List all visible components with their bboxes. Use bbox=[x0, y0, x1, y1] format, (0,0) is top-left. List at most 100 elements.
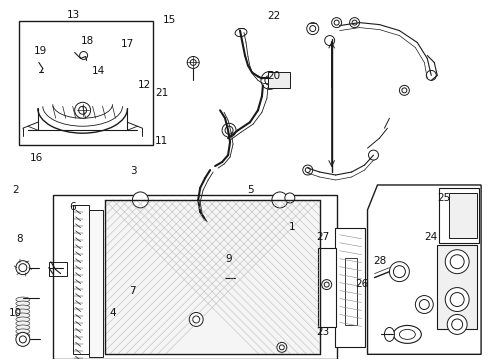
Circle shape bbox=[449, 255, 463, 269]
Bar bbox=[73, 205, 88, 354]
Circle shape bbox=[302, 165, 312, 175]
Bar bbox=[438, 188, 478, 243]
Circle shape bbox=[309, 26, 315, 32]
Bar bbox=[267, 72, 289, 88]
Ellipse shape bbox=[16, 317, 30, 322]
Circle shape bbox=[271, 192, 287, 208]
Ellipse shape bbox=[16, 313, 30, 318]
Text: 13: 13 bbox=[66, 10, 80, 20]
Text: 17: 17 bbox=[121, 39, 134, 49]
Circle shape bbox=[399, 85, 408, 95]
Text: 21: 21 bbox=[155, 88, 168, 98]
Ellipse shape bbox=[16, 297, 30, 302]
Bar bbox=[53, 195, 336, 359]
Text: 28: 28 bbox=[372, 256, 386, 266]
Text: 9: 9 bbox=[225, 254, 232, 264]
Circle shape bbox=[333, 20, 339, 25]
Text: 12: 12 bbox=[138, 80, 151, 90]
Text: 6: 6 bbox=[70, 202, 76, 212]
Circle shape bbox=[414, 296, 432, 314]
Bar bbox=[448, 193, 476, 238]
Circle shape bbox=[388, 262, 408, 282]
Ellipse shape bbox=[393, 325, 421, 343]
Text: 19: 19 bbox=[34, 46, 47, 56]
Circle shape bbox=[16, 332, 30, 346]
Circle shape bbox=[401, 88, 406, 93]
Circle shape bbox=[324, 282, 328, 287]
Circle shape bbox=[306, 23, 318, 35]
Circle shape bbox=[444, 250, 468, 274]
Bar bbox=[19, 21, 153, 145]
Circle shape bbox=[80, 51, 87, 59]
Circle shape bbox=[214, 274, 222, 282]
Text: 2: 2 bbox=[12, 185, 19, 195]
Circle shape bbox=[351, 20, 356, 25]
Circle shape bbox=[451, 319, 462, 330]
Ellipse shape bbox=[16, 301, 30, 306]
Circle shape bbox=[393, 266, 405, 278]
Circle shape bbox=[285, 193, 294, 203]
Ellipse shape bbox=[16, 325, 30, 330]
Bar bbox=[104, 200, 319, 354]
Ellipse shape bbox=[16, 309, 30, 314]
Circle shape bbox=[368, 150, 378, 160]
Text: 27: 27 bbox=[315, 232, 328, 242]
Ellipse shape bbox=[235, 28, 246, 37]
Bar bbox=[317, 248, 335, 328]
Circle shape bbox=[20, 336, 26, 343]
Ellipse shape bbox=[16, 321, 30, 326]
Circle shape bbox=[279, 345, 284, 350]
Circle shape bbox=[19, 264, 27, 272]
Circle shape bbox=[331, 18, 341, 28]
Circle shape bbox=[187, 57, 199, 68]
Circle shape bbox=[349, 18, 359, 28]
Circle shape bbox=[79, 106, 86, 114]
Circle shape bbox=[447, 315, 466, 334]
Text: 4: 4 bbox=[109, 308, 116, 318]
Text: 5: 5 bbox=[247, 185, 254, 195]
Circle shape bbox=[211, 271, 224, 285]
Ellipse shape bbox=[16, 329, 30, 334]
Bar bbox=[334, 228, 364, 347]
Circle shape bbox=[264, 75, 274, 85]
Circle shape bbox=[222, 123, 236, 137]
Text: 7: 7 bbox=[129, 286, 136, 296]
Circle shape bbox=[324, 36, 334, 45]
Ellipse shape bbox=[384, 328, 394, 341]
Text: 8: 8 bbox=[16, 234, 23, 244]
Circle shape bbox=[419, 300, 428, 310]
Text: 23: 23 bbox=[315, 327, 328, 337]
Circle shape bbox=[190, 59, 196, 66]
Text: 22: 22 bbox=[266, 11, 280, 21]
Text: 24: 24 bbox=[423, 232, 436, 242]
Bar bbox=[436, 245, 476, 329]
Circle shape bbox=[16, 261, 30, 275]
Text: 18: 18 bbox=[81, 36, 94, 46]
Bar bbox=[344, 258, 356, 325]
Ellipse shape bbox=[200, 218, 214, 226]
Circle shape bbox=[132, 192, 148, 208]
Circle shape bbox=[449, 293, 463, 306]
Ellipse shape bbox=[16, 333, 30, 338]
Circle shape bbox=[305, 167, 309, 172]
Circle shape bbox=[444, 288, 468, 311]
Text: 20: 20 bbox=[266, 71, 280, 81]
Ellipse shape bbox=[399, 329, 414, 339]
Bar bbox=[49, 262, 66, 276]
Bar bbox=[88, 210, 102, 357]
Circle shape bbox=[224, 126, 233, 134]
Circle shape bbox=[276, 342, 286, 352]
Text: 26: 26 bbox=[354, 279, 367, 289]
Circle shape bbox=[261, 71, 278, 89]
Text: 25: 25 bbox=[437, 193, 450, 203]
Ellipse shape bbox=[16, 305, 30, 310]
Text: 3: 3 bbox=[130, 166, 137, 176]
Text: 14: 14 bbox=[92, 66, 105, 76]
Text: 11: 11 bbox=[155, 136, 168, 145]
Circle shape bbox=[75, 102, 90, 118]
Text: 15: 15 bbox=[162, 15, 175, 26]
Text: 1: 1 bbox=[288, 222, 295, 231]
Circle shape bbox=[189, 312, 203, 327]
Circle shape bbox=[426, 71, 435, 80]
Circle shape bbox=[192, 316, 199, 323]
